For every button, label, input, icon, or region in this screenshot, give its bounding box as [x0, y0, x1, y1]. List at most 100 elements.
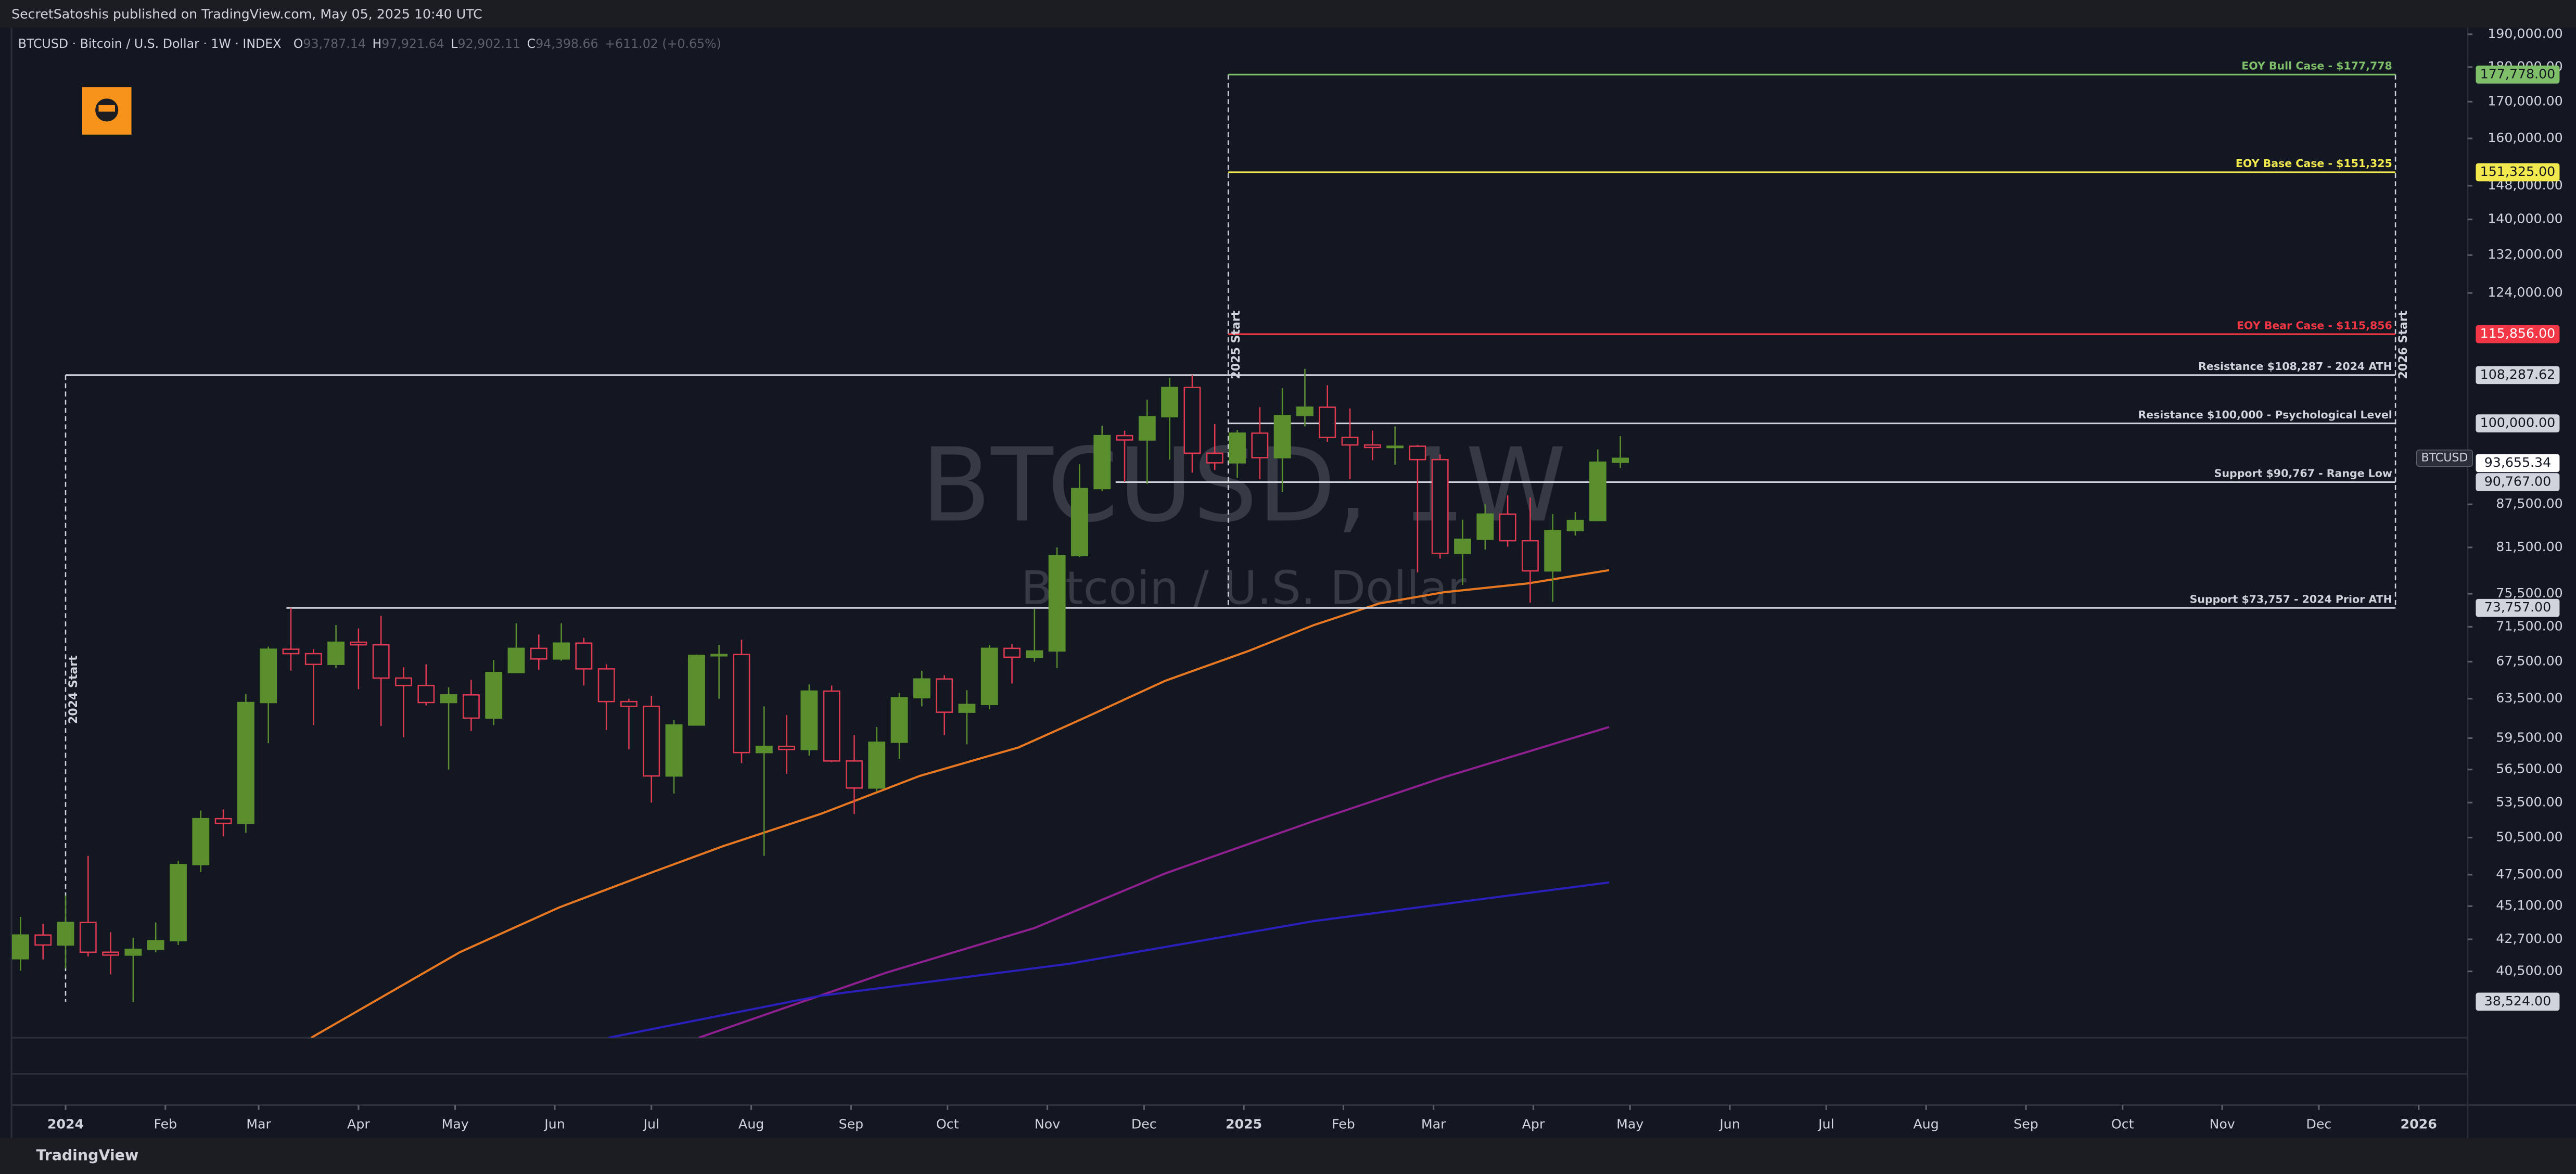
price-tag-label: 108,287.62 — [2480, 367, 2556, 382]
x-tick-label: 2026 — [2401, 1116, 2437, 1131]
ohlc-value: 97,921.64 — [381, 36, 444, 51]
y-tick-label: 42,700.00 — [2496, 931, 2562, 946]
price-tag — [2476, 65, 2560, 84]
x-tick-label: Sep — [839, 1116, 864, 1131]
candle-body — [1093, 435, 1111, 490]
y-tick-label: 63,500.00 — [2496, 691, 2562, 706]
symbol: BTCUSD · Bitcoin / U.S. Dollar · 1W · IN… — [18, 36, 282, 51]
y-tick-label: 124,000.00 — [2488, 285, 2563, 300]
candle-body — [282, 648, 300, 655]
level-label: Resistance $108,287 - 2024 ATH — [2198, 360, 2392, 373]
y-tick-label: 47,500.00 — [2496, 866, 2562, 882]
start-label: 2026 Start — [2396, 310, 2410, 379]
x-tick-label: Nov — [1035, 1116, 1060, 1131]
candle-body — [620, 700, 637, 707]
candle-body — [575, 642, 593, 670]
candle-body — [417, 684, 435, 704]
x-tick-label: Sep — [2013, 1116, 2038, 1131]
candle-body — [755, 745, 773, 754]
candle-body — [260, 648, 277, 704]
price-tag — [2476, 414, 2560, 432]
ohlc-change: +611.02 (+0.65%) — [605, 36, 721, 51]
candle-body — [350, 641, 367, 646]
candle-body — [980, 647, 998, 705]
candle-body — [710, 654, 728, 657]
start-label: 2025 Start — [1229, 310, 1243, 379]
y-tick-label: 45,100.00 — [2496, 898, 2562, 913]
candle-body — [1341, 437, 1359, 446]
average-line — [608, 881, 1610, 1038]
price-tag — [2476, 473, 2560, 491]
price-tag — [2476, 598, 2560, 617]
x-tick-label: Mar — [1421, 1116, 1446, 1131]
publisher: SecretSatoshis published on TradingView.… — [11, 6, 482, 21]
x-tick-label: Apr — [347, 1116, 370, 1131]
candle-body — [846, 760, 863, 789]
y-tick-label: 50,500.00 — [2496, 829, 2562, 844]
x-tick-label: Feb — [154, 1116, 177, 1131]
candle-body — [1566, 519, 1584, 531]
candle-body — [913, 678, 930, 699]
price-tag-label: 177,778.00 — [2480, 66, 2556, 81]
ohlc-key: H — [372, 36, 381, 51]
y-tick-label: 190,000.00 — [2488, 26, 2563, 41]
candle-body — [327, 641, 345, 665]
candle-body — [34, 934, 52, 946]
candle-body — [1296, 406, 1313, 416]
candle-body — [1319, 406, 1336, 438]
candle-body — [102, 951, 120, 956]
top-bar — [0, 0, 2576, 28]
x-tick-label: Jul — [643, 1116, 659, 1131]
candle-body — [1003, 647, 1021, 658]
ohlc-value: 94,398.66 — [535, 36, 598, 51]
candle-body — [800, 690, 818, 750]
candle-body — [1589, 461, 1606, 521]
x-tick-label: Mar — [246, 1116, 271, 1131]
y-tick-label: 75,500.00 — [2496, 585, 2562, 601]
candle-body — [1116, 435, 1133, 441]
candle-body — [1612, 457, 1629, 463]
candle-body — [395, 677, 412, 686]
x-tick-label: May — [1616, 1116, 1643, 1131]
y-tick-label: 71,500.00 — [2496, 618, 2562, 633]
candle-body — [1476, 513, 1494, 540]
y-tick-label: 132,000.00 — [2488, 247, 2563, 262]
watermark-subtitle: Bitcoin / U.S. Dollar — [1021, 561, 1467, 615]
candle-body — [958, 704, 976, 713]
x-tick-label: Jun — [543, 1116, 565, 1131]
y-tick-label: 170,000.00 — [2488, 93, 2563, 108]
candle-body — [778, 745, 795, 750]
candle-body — [1138, 416, 1156, 441]
level-label: EOY Base Case - $151,325 — [2236, 157, 2392, 170]
x-tick-label: May — [442, 1116, 469, 1131]
candle-body — [1161, 387, 1179, 418]
level-label: EOY Bear Case - $115,856 — [2237, 319, 2392, 331]
candle-body — [440, 694, 457, 704]
candle-body — [643, 706, 660, 777]
candle-body — [1386, 445, 1404, 449]
candle-body — [1431, 458, 1449, 554]
footer-brand: TradingView — [36, 1146, 138, 1164]
y-tick-label: 81,500.00 — [2496, 539, 2562, 554]
candle-body — [733, 654, 750, 754]
price-tag — [2476, 454, 2560, 473]
x-tick-label: Dec — [2306, 1116, 2331, 1131]
candle-body — [147, 940, 164, 950]
candle-body — [1206, 452, 1223, 464]
candle-body — [530, 647, 547, 660]
candle-body — [192, 818, 210, 865]
level-label: Support $73,757 - 2024 Prior ATH — [2190, 593, 2392, 605]
x-tick-label: 2025 — [1226, 1116, 1262, 1131]
x-tick-label: Jun — [1718, 1116, 1740, 1131]
candle-body — [1454, 539, 1471, 554]
x-tick-label: Apr — [1522, 1116, 1545, 1131]
candle-body — [1544, 530, 1562, 572]
candle-body — [1026, 650, 1043, 658]
y-tick-label: 160,000.00 — [2488, 130, 2563, 145]
symbol-tag-label: BTCUSD — [2421, 451, 2468, 464]
candle-body — [124, 948, 142, 956]
candle-body — [1363, 444, 1381, 449]
